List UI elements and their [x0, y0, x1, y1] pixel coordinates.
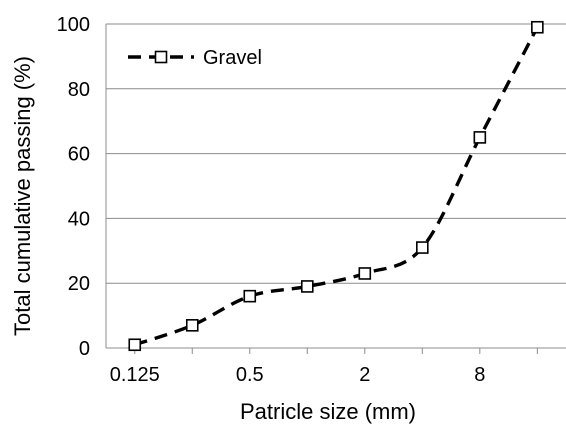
x-tick-label: 8 [474, 364, 485, 386]
data-point-marker [300, 280, 314, 293]
y-tick-label-0: 0 [79, 338, 90, 360]
y-tick-label-20: 20 [68, 273, 90, 295]
y-tick-label-100: 100 [57, 14, 90, 36]
data-point-marker [185, 319, 199, 332]
x-tick-label: 0.125 [110, 364, 160, 386]
legend-marker-sample [154, 50, 168, 64]
y-tick-labels: 0 20 40 60 80 100 [57, 14, 90, 360]
legend: Gravel [128, 47, 262, 69]
y-tick-label-80: 80 [68, 79, 90, 101]
x-tick-label: 0.5 [236, 364, 264, 386]
gridlines [106, 23, 566, 284]
axes [105, 24, 566, 354]
series-layer [128, 20, 544, 352]
x-tick-labels: 0.125 0.5 2 8 [110, 364, 486, 386]
data-point-marker [416, 241, 429, 254]
data-point-marker [531, 20, 544, 34]
y-axis-title: Total cumulative passing (%) [10, 56, 35, 336]
data-point-marker [358, 267, 372, 280]
y-tick-label-60: 60 [68, 144, 90, 166]
y-tick-label-40: 40 [68, 208, 90, 230]
data-point-marker [128, 338, 142, 352]
x-axis-title: Patricle size (mm) [240, 399, 416, 424]
legend-label: Gravel [203, 47, 262, 69]
data-point-marker [243, 289, 257, 303]
data-point-marker [473, 131, 487, 144]
series-line-0 [134, 26, 539, 347]
x-tick-label: 2 [359, 364, 370, 386]
